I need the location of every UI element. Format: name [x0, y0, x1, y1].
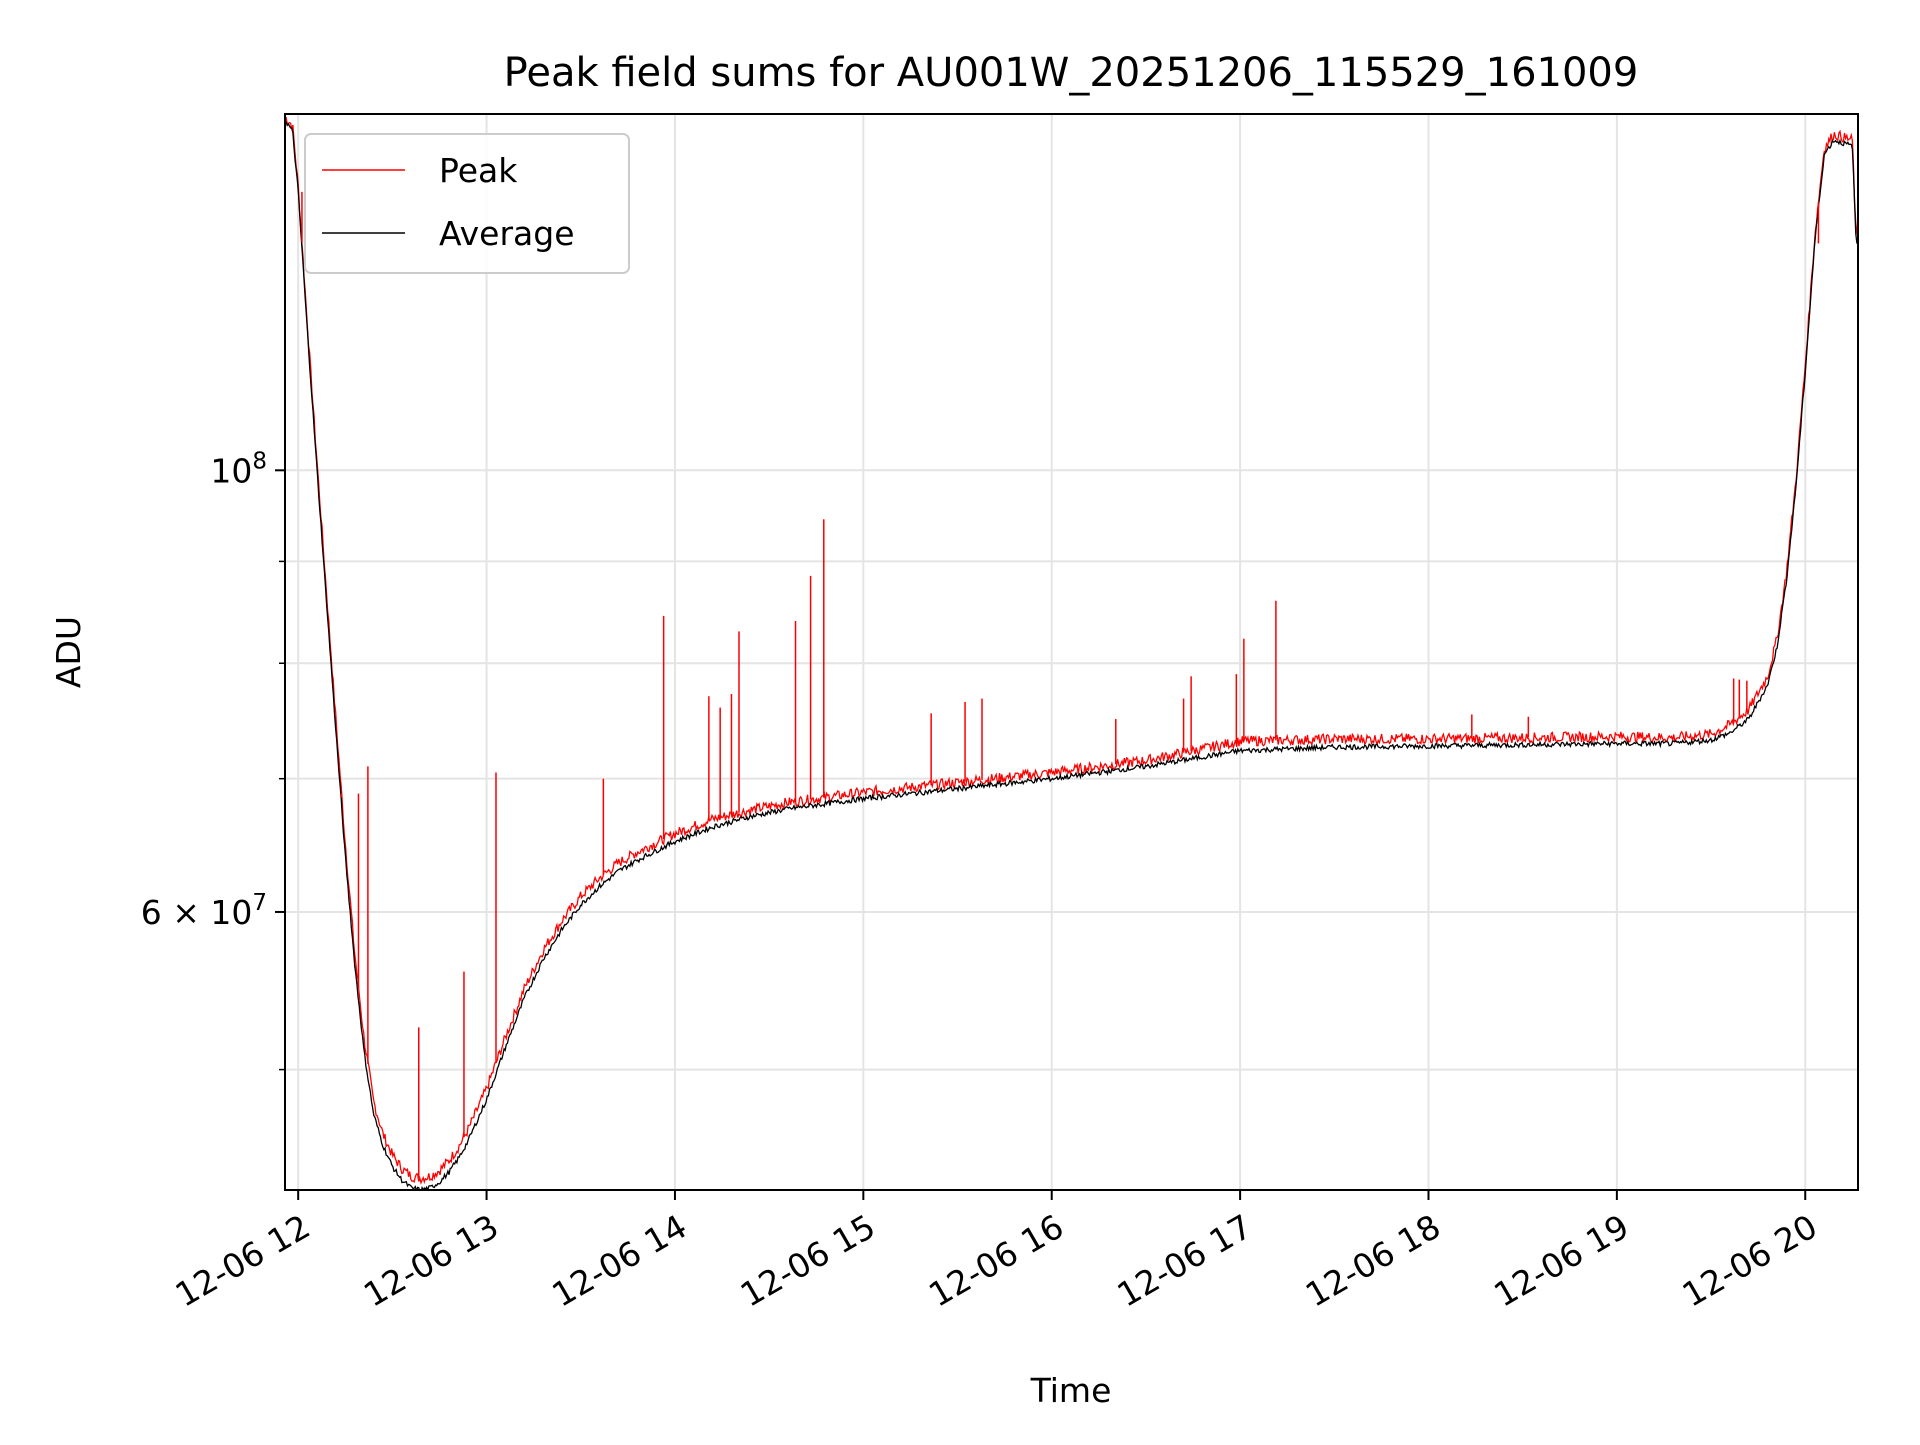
- legend-label-average: Average: [439, 214, 575, 253]
- y-tick-label-exponent: 7: [252, 890, 267, 916]
- peak-series-line: [285, 116, 1858, 1185]
- y-tick-label: 108: [210, 448, 267, 490]
- average-series-line: [285, 120, 1858, 1190]
- plot-frame: [284, 113, 1859, 1191]
- y-tick-label-mid: 10: [210, 451, 252, 490]
- y-tick-label-exponent: 8: [252, 448, 267, 474]
- y-tick-label: 6 × 107: [141, 890, 267, 932]
- legend: Peak Average: [304, 133, 630, 274]
- legend-label-peak: Peak: [439, 151, 518, 190]
- x-axis-label: Time: [1030, 1371, 1112, 1410]
- y-axis-label: ADU: [49, 616, 88, 688]
- grid-lines: [285, 114, 1858, 1190]
- chart-title: Peak field sums for AU001W_20251206_1155…: [504, 50, 1639, 96]
- y-tick-label-mid: × 10: [162, 893, 253, 932]
- legend-box: [304, 133, 630, 274]
- plot-series: [285, 116, 1858, 1190]
- y-tick-label-base: 6: [141, 893, 162, 932]
